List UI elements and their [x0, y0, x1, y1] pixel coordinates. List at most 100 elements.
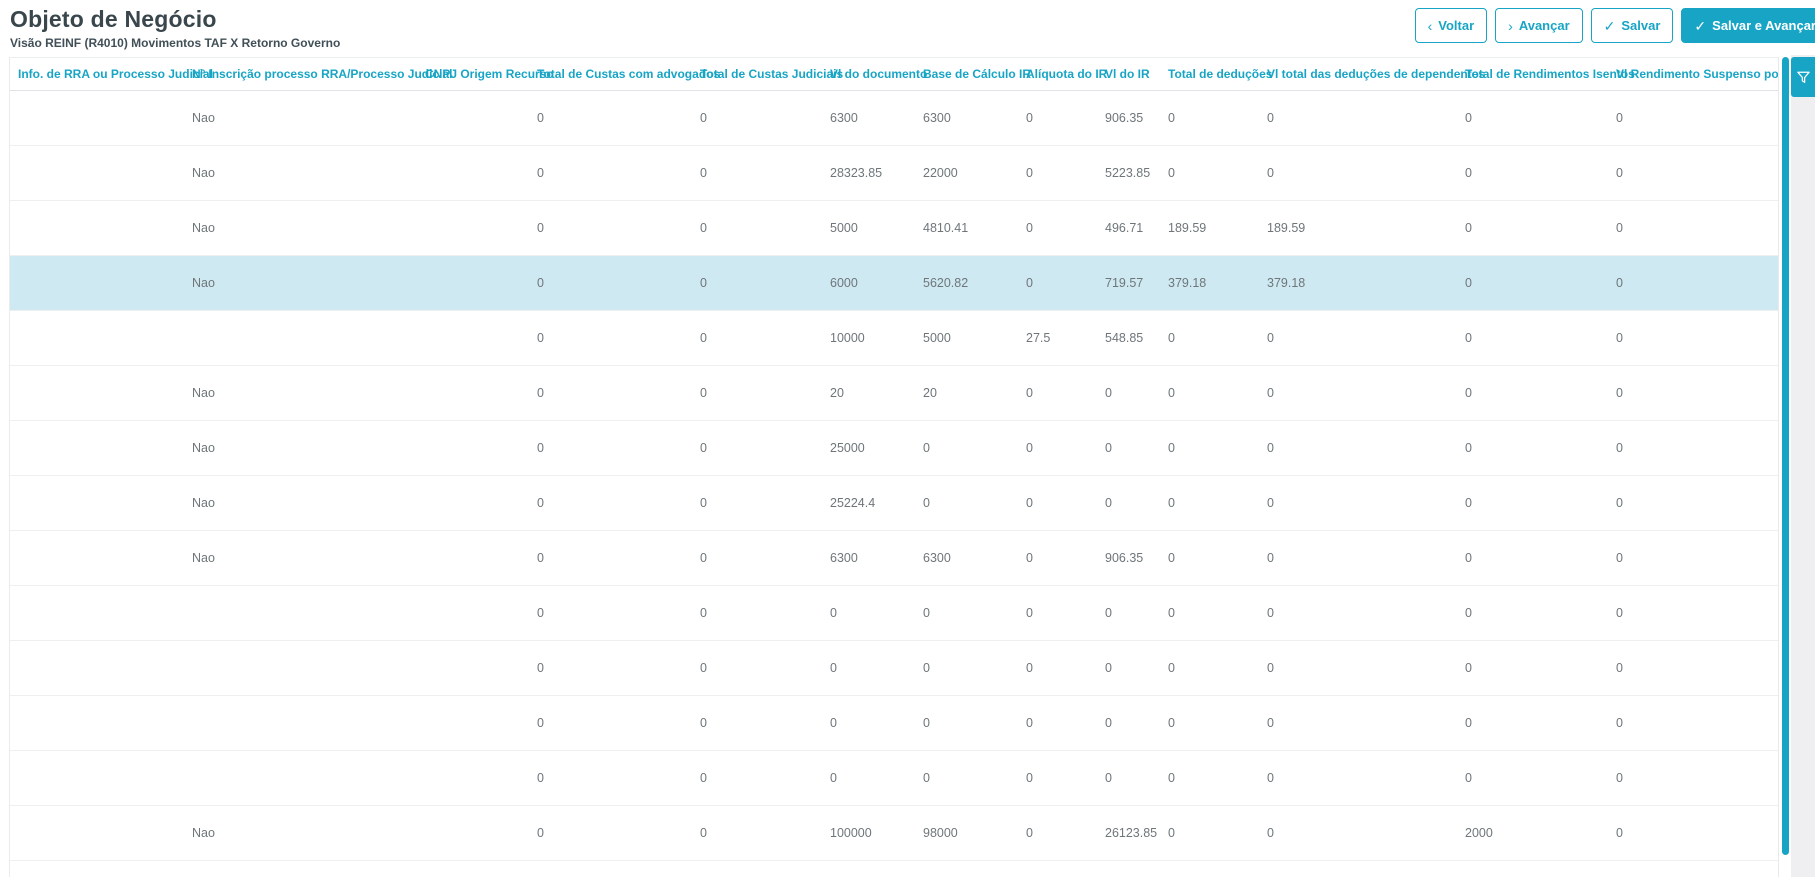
right-rail: [1791, 55, 1815, 877]
table-cell: 0: [1105, 386, 1112, 400]
table-cell: 5223.85: [1105, 166, 1151, 180]
table-cell: 0: [1168, 166, 1175, 180]
table-cell: Nao: [192, 386, 215, 400]
table-cell: 0: [1026, 771, 1033, 785]
table-cell: 25224.4: [830, 496, 876, 510]
table-cell: 4810.41: [923, 221, 969, 235]
back-button-label: Voltar: [1438, 18, 1475, 33]
column-header[interactable]: Info. de RRA ou Processo Judicial: [18, 67, 213, 81]
table-cell: 0: [1616, 331, 1623, 345]
table-cell: 0: [1026, 221, 1033, 235]
table-row[interactable]: 0 0 0 0 0 0 0 0 0 0: [10, 641, 1778, 696]
table-row[interactable]: Nao 0 0 25000 0 0 0 0 0 0 0: [10, 421, 1778, 476]
column-header[interactable]: Total de Custas com advogados: [537, 67, 721, 81]
column-header[interactable]: Vl do documento: [830, 67, 928, 81]
table-cell: 0: [1168, 661, 1175, 675]
save-button[interactable]: ✓ Salvar: [1590, 8, 1674, 43]
table-cell: 0: [537, 606, 544, 620]
column-header[interactable]: Alíquota do IR: [1026, 67, 1108, 81]
toolbar: ‹ Voltar › Avançar ✓ Salvar ✓ Salvar e A…: [1414, 8, 1815, 43]
table-cell: Nao: [192, 496, 215, 510]
back-button[interactable]: ‹ Voltar: [1414, 8, 1488, 43]
table-row[interactable]: Nao 0 0 6300 6300 0 906.35 0 0 0 0: [10, 531, 1778, 586]
table-cell: 0: [923, 606, 930, 620]
table-cell: Nao: [192, 441, 215, 455]
table-cell: 0: [1105, 716, 1112, 730]
grid-body: Nao 0 0 6300 6300 0 906.35 0 0 0 0 Nao 0 0 28323.85 220…: [10, 91, 1778, 861]
table-cell: 5000: [830, 221, 858, 235]
table-row[interactable]: Nao 0 0 20 20 0 0 0 0 0 0: [10, 366, 1778, 421]
table-cell: 0: [1465, 221, 1472, 235]
table-cell: 0: [537, 826, 544, 840]
table-row[interactable]: Nao 0 0 28323.85 22000 0 5223.85 0 0 0 0: [10, 146, 1778, 201]
table-cell: 0: [1465, 771, 1472, 785]
column-header[interactable]: Vl do IR: [1105, 67, 1150, 81]
table-cell: 0: [1616, 716, 1623, 730]
column-header[interactable]: Vl total das deduções de dependentes: [1267, 67, 1486, 81]
table-cell: 0: [1105, 661, 1112, 675]
table-cell: 0: [1267, 441, 1274, 455]
table-cell: 0: [1616, 551, 1623, 565]
vertical-scrollbar-thumb[interactable]: [1782, 57, 1789, 855]
table-cell: 0: [537, 441, 544, 455]
table-cell: 0: [923, 441, 930, 455]
table-cell: 0: [923, 716, 930, 730]
table-row[interactable]: 0 0 10000 5000 27.5 548.85 0 0 0 0: [10, 311, 1778, 366]
column-header[interactable]: Total de deduções: [1168, 67, 1273, 81]
table-cell: 0: [537, 716, 544, 730]
table-row[interactable]: Nao 0 0 6300 6300 0 906.35 0 0 0 0: [10, 91, 1778, 146]
table-cell: 6000: [830, 276, 858, 290]
table-cell: 0: [1026, 496, 1033, 510]
table-cell: 0: [1616, 221, 1623, 235]
table-cell: 0: [1168, 441, 1175, 455]
table-row[interactable]: Nao 0 0 6000 5620.82 0 719.57 379.18 379.18 0 0: [10, 256, 1778, 311]
column-header[interactable]: Total de Rendimentos Isentos: [1465, 67, 1635, 81]
table-cell: 189.59: [1267, 221, 1306, 235]
data-grid: Info. de RRA ou Processo Judicial Nº Insc…: [10, 57, 1779, 877]
column-header[interactable]: Nº Inscrição processo RRA/Processo Judic…: [192, 67, 453, 81]
table-cell: 0: [700, 331, 707, 345]
table-cell: 0: [923, 771, 930, 785]
table-cell: 0: [1465, 661, 1472, 675]
table-row[interactable]: 0 0 0 0 0 0 0 0 0 0: [10, 696, 1778, 751]
table-cell: 0: [1267, 716, 1274, 730]
table-cell: 0: [830, 606, 837, 620]
table-cell: 906.35: [1105, 111, 1144, 125]
table-row[interactable]: 0 0 0 0 0 0 0 0 0 0: [10, 586, 1778, 641]
table-cell: 25000: [830, 441, 865, 455]
table-cell: 98000: [923, 826, 958, 840]
table-cell: 906.35: [1105, 551, 1144, 565]
table-row[interactable]: Nao 0 0 25224.4 0 0 0 0 0 0 0: [10, 476, 1778, 531]
table-row[interactable]: Nao 0 0 5000 4810.41 0 496.71 189.59 189.59 0 0: [10, 201, 1778, 256]
column-header[interactable]: Total de Custas Judiciais: [700, 67, 844, 81]
table-cell: 0: [700, 386, 707, 400]
table-cell: 0: [1168, 331, 1175, 345]
table-cell: 0: [1465, 551, 1472, 565]
table-cell: 0: [1026, 661, 1033, 675]
next-button[interactable]: › Avançar: [1495, 8, 1583, 43]
column-header[interactable]: CNPJ Origem Recurso: [425, 67, 554, 81]
table-cell: 0: [1267, 166, 1274, 180]
table-cell: 0: [1616, 826, 1623, 840]
table-cell: 5620.82: [923, 276, 969, 290]
table-cell: 0: [700, 661, 707, 675]
table-cell: 27.5: [1026, 331, 1051, 345]
column-header[interactable]: Vl Rendimento Suspenso por processo: [1616, 67, 1779, 81]
title-block: Objeto de Negócio Visão REINF (R4010) Mo…: [10, 6, 340, 50]
table-cell: 0: [1465, 716, 1472, 730]
table-cell: 0: [1616, 441, 1623, 455]
table-cell: 548.85: [1105, 331, 1144, 345]
table-cell: 0: [537, 771, 544, 785]
save-and-next-button[interactable]: ✓ Salvar e Avançar: [1681, 8, 1815, 43]
table-cell: 0: [700, 716, 707, 730]
column-header[interactable]: Base de Cálculo IR: [923, 67, 1032, 81]
funnel-icon: [1796, 71, 1810, 83]
table-cell: 0: [1105, 606, 1112, 620]
table-row[interactable]: 0 0 0 0 0 0 0 0 0 0: [10, 751, 1778, 806]
table-cell: 0: [1616, 661, 1623, 675]
table-cell: 0: [1465, 166, 1472, 180]
table-cell: 0: [537, 111, 544, 125]
filter-button[interactable]: [1791, 57, 1815, 97]
table-row[interactable]: Nao 0 0 100000 98000 0 26123.85 0 0 2000 0: [10, 806, 1778, 861]
table-cell: 6300: [830, 111, 858, 125]
